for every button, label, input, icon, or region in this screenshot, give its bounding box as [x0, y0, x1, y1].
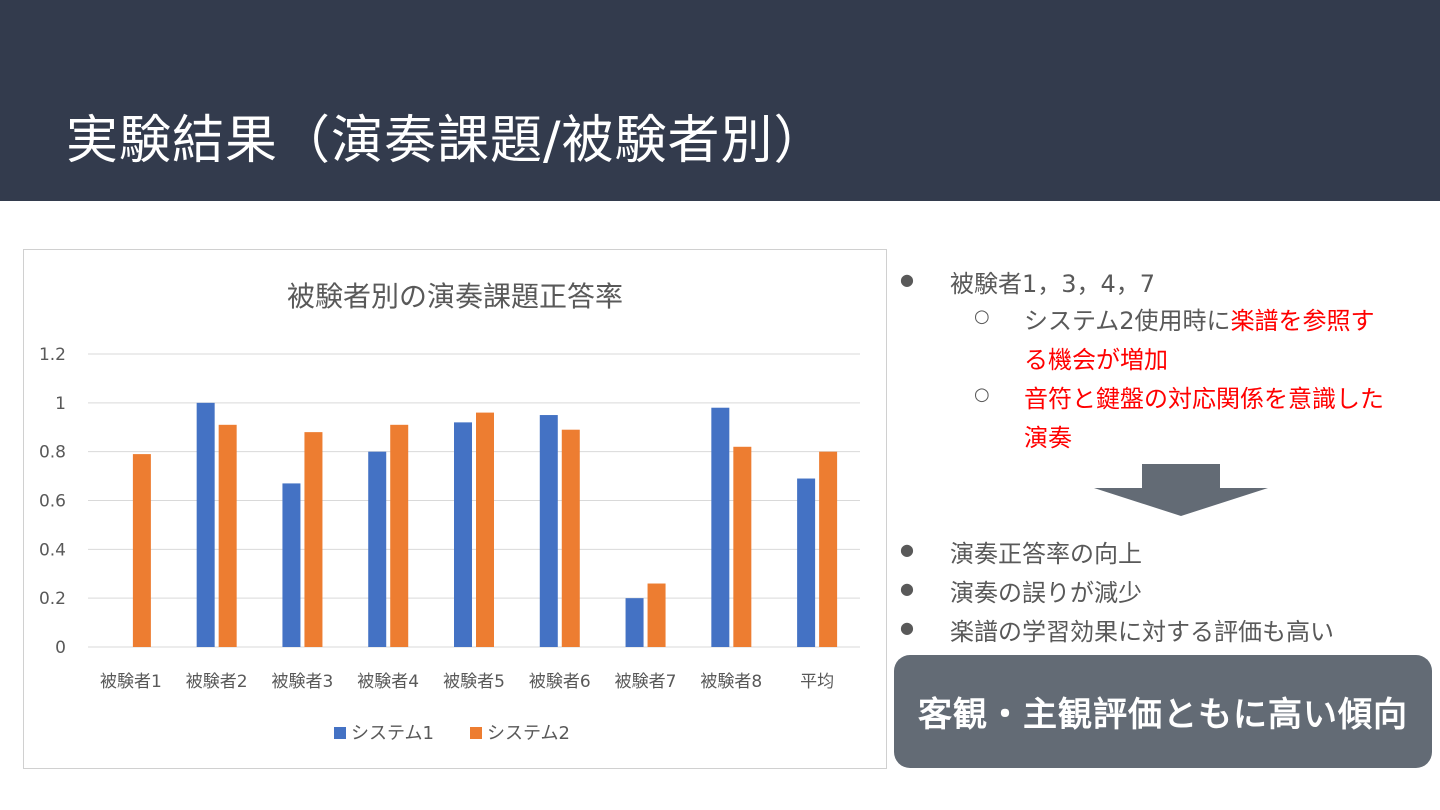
- chart-canvas: 被験者別の演奏課題正答率 0 0.2 0.4 0.6 0.8 1 1.2 被験者1 被験者2 被…: [39, 280, 860, 744]
- x-tick-label: 平均: [800, 672, 834, 692]
- y-tick-label: 0.2: [39, 589, 66, 609]
- x-tick-label: 被験者5: [443, 672, 505, 692]
- bullet-dot-icon: ●: [900, 618, 914, 637]
- bar-system2: [733, 446, 752, 647]
- legend-swatch: [470, 727, 482, 739]
- list-item-text: 演奏の誤りが減少: [950, 579, 1142, 607]
- slide-title: 実験結果（演奏課題/被験者別）: [66, 111, 827, 171]
- bar-system2: [647, 583, 666, 647]
- bar-system1: [196, 402, 215, 647]
- list-item-text: システム2使用時に楽譜を参照す る機会が増加: [1024, 302, 1375, 380]
- bar-chart: 被験者別の演奏課題正答率 0 0.2 0.4 0.6 0.8 1 1.2 被験者1 被験者2 被…: [23, 249, 887, 769]
- bar-system1: [539, 415, 558, 647]
- x-tick-label: 被験者8: [700, 672, 762, 692]
- list-item-text: 被験者1，3，4，7: [950, 270, 1156, 298]
- list-item-text: 演奏正答率の向上: [950, 540, 1142, 568]
- list-item-text: 楽譜の学習効果に対する評価も高い: [950, 618, 1334, 646]
- bar-system1: [454, 422, 472, 647]
- bar-system2: [476, 412, 494, 647]
- y-tick-label: 1.2: [39, 345, 66, 365]
- bullet-dot-icon: ●: [900, 270, 914, 289]
- sub1-emphasis-a: 楽譜を参照す: [1230, 307, 1375, 335]
- y-tick-label: 0.4: [39, 540, 66, 560]
- bar-system1: [797, 478, 816, 647]
- sub2-emphasis-a: 音符と鍵盤の対応関係を意識した: [1024, 385, 1384, 413]
- bar-system1: [625, 598, 644, 647]
- bar-system1: [282, 483, 301, 647]
- legend-swatch: [334, 727, 346, 739]
- x-tick-label: 被験者1: [100, 672, 162, 692]
- bullet-dot-icon: ●: [900, 540, 914, 559]
- y-tick-label: 1: [55, 394, 66, 414]
- circle-bullet-icon: ○: [974, 306, 990, 327]
- sub1-emphasis-b: る機会が増加: [1024, 346, 1168, 374]
- bar-system2: [304, 432, 323, 647]
- bar-system2: [132, 454, 151, 647]
- chart-title: 被験者別の演奏課題正答率: [287, 280, 623, 313]
- y-tick-label: 0: [55, 638, 66, 658]
- bar-system1: [368, 451, 387, 647]
- bullet-dot-icon: ●: [900, 579, 914, 598]
- x-tick-label: 被験者4: [357, 672, 419, 692]
- y-tick-label: 0.6: [39, 492, 66, 512]
- bar-system2: [819, 451, 838, 647]
- x-tick-label: 被験者6: [529, 672, 591, 692]
- sub2-emphasis-b: 演奏: [1024, 424, 1072, 452]
- x-tick-label: 被験者2: [186, 672, 248, 692]
- list-item-text: 音符と鍵盤の対応関係を意識した 演奏: [1024, 380, 1384, 458]
- title-bar: 実験結果（演奏課題/被験者別）: [0, 0, 1440, 201]
- circle-bullet-icon: ○: [974, 384, 990, 405]
- sub1-prefix: システム2使用時に: [1024, 307, 1231, 335]
- x-tick-label: 被験者3: [272, 672, 334, 692]
- bar-system2: [561, 429, 580, 647]
- x-tick-label: 被験者7: [615, 672, 677, 692]
- bar-system2: [390, 424, 409, 647]
- arrow-down-icon: [1094, 464, 1268, 516]
- conclusion-callout: 客観・主観評価ともに高い傾向: [894, 655, 1432, 768]
- bar-system2: [218, 424, 237, 647]
- bar-system1: [711, 407, 730, 647]
- y-tick-label: 0.8: [39, 443, 66, 463]
- legend-label: システム2: [487, 723, 570, 744]
- legend-label: システム1: [351, 723, 434, 744]
